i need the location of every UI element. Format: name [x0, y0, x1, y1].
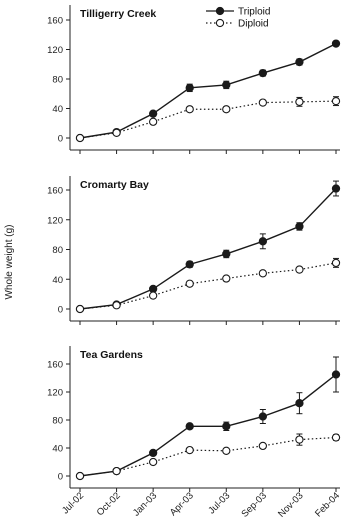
panel-title: Tilligerry Creek: [80, 8, 156, 20]
series-line-diploid: [79, 100, 337, 139]
data-point-diploid: [185, 105, 194, 114]
data-point-diploid: [75, 133, 85, 143]
y-tick-label: 120: [47, 215, 63, 226]
y-tick-label: 40: [52, 104, 63, 115]
panel-3: 0 40 80 120 160 Tea Gardens: [47, 346, 341, 492]
data-point-triploid: [258, 412, 268, 421]
series-line-triploid: [79, 373, 337, 477]
panel-title: Cromarty Bay: [80, 179, 149, 191]
data-point-triploid: [222, 422, 231, 431]
series-line-triploid: [79, 188, 337, 310]
legend-entry: Diploid: [238, 19, 269, 30]
data-point-diploid: [185, 279, 194, 288]
data-point-triploid: [185, 83, 194, 92]
panel-2: 0 40 80 120 160 Cromarty Bay: [47, 176, 341, 325]
y-tick-label: 160: [47, 16, 63, 27]
data-point-diploid: [258, 98, 268, 107]
x-tick-label: Feb-04: [313, 490, 342, 519]
data-point-triploid: [295, 57, 304, 67]
data-point-triploid: [148, 109, 158, 118]
series-line-diploid: [79, 436, 337, 477]
data-point-diploid: [148, 457, 158, 467]
data-point-triploid: [222, 249, 231, 259]
y-tick-label: 0: [58, 305, 63, 316]
data-point-diploid: [295, 97, 304, 107]
data-point-triploid: [295, 222, 304, 231]
data-point-diploid: [331, 258, 341, 268]
x-tick-label: Apr-03: [168, 490, 196, 518]
data-point-diploid: [148, 117, 158, 126]
y-tick-label: 80: [52, 245, 63, 256]
y-tick-label: 40: [52, 444, 63, 455]
legend-entry: Triploid: [238, 7, 270, 18]
x-tick-label: Jul-02: [60, 490, 86, 516]
data-point-diploid: [222, 105, 231, 114]
x-tick-label: Oct-02: [95, 490, 123, 518]
y-tick-label: 120: [47, 45, 63, 56]
data-point-triploid: [331, 39, 341, 48]
legend-marker: [215, 18, 225, 28]
panel-1: 0 40 80 120 160 Tilligerry Creek TriploidDiplo…: [47, 5, 341, 154]
y-tick-label: 80: [52, 75, 63, 86]
data-point-diploid: [258, 269, 268, 278]
data-point-diploid: [258, 441, 268, 451]
data-point-triploid: [222, 80, 231, 90]
y-tick-label: 0: [58, 472, 63, 483]
data-point-diploid: [112, 466, 121, 476]
data-point-diploid: [148, 291, 158, 300]
y-tick-label: 160: [47, 186, 63, 197]
x-tick-label: Sep-03: [240, 490, 269, 519]
y-tick-label: 0: [58, 134, 63, 145]
y-tick-label: 40: [52, 275, 63, 286]
data-point-triploid: [258, 237, 268, 246]
data-point-diploid: [112, 301, 121, 310]
y-axis-label: Whole weight (g): [4, 224, 15, 299]
data-point-diploid: [222, 446, 231, 455]
y-tick-label: 160: [47, 360, 63, 371]
data-point-triploid: [258, 68, 268, 78]
data-point-diploid: [295, 435, 304, 444]
data-point-triploid: [148, 284, 158, 294]
data-point-triploid: [331, 184, 341, 193]
panel-title: Tea Gardens: [80, 349, 143, 361]
x-tick-label: Jan-03: [131, 490, 159, 518]
data-point-diploid: [75, 471, 85, 481]
data-point-diploid: [75, 304, 85, 314]
data-point-diploid: [185, 445, 194, 455]
data-point-triploid: [185, 422, 194, 431]
y-tick-label: 120: [47, 388, 63, 399]
y-tick-label: 80: [52, 416, 63, 427]
legend-marker: [215, 6, 225, 16]
series-line-triploid: [79, 42, 337, 139]
x-tick-label: Nov-03: [276, 490, 305, 519]
data-point-diploid: [331, 96, 341, 106]
data-point-triploid: [295, 399, 304, 408]
data-point-triploid: [185, 260, 194, 269]
data-point-diploid: [112, 128, 121, 137]
data-point-diploid: [295, 265, 304, 274]
data-point-triploid: [331, 370, 341, 379]
data-point-diploid: [331, 433, 341, 442]
x-tick-label: Jul-03: [206, 490, 232, 516]
data-point-triploid: [148, 448, 158, 458]
data-point-diploid: [222, 274, 231, 283]
